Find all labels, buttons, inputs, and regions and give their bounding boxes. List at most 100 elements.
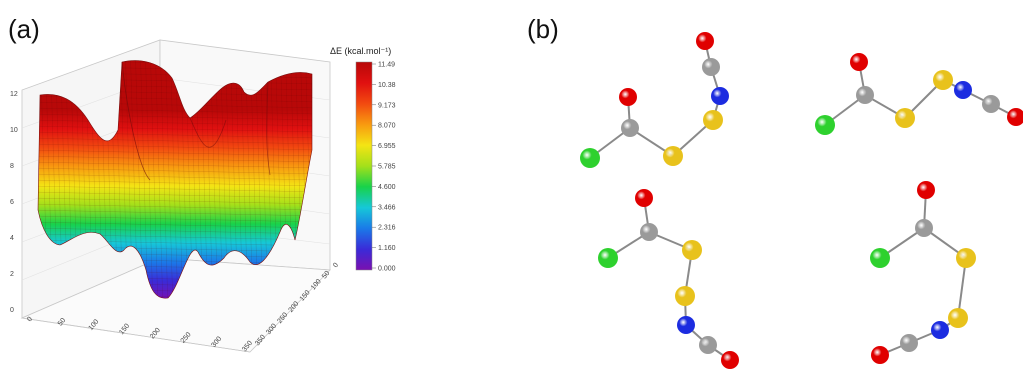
mesh-line [169,60,179,299]
atom-s [956,248,976,268]
atom-c [856,86,874,104]
z-axis-tick-label: 2 [10,271,14,278]
atom-o [1007,108,1023,126]
atom-c [640,223,658,241]
atom-c [699,336,717,354]
atom-o [619,88,637,106]
colorbar-title: ΔE (kcal.mol⁻¹) [330,46,391,56]
colorbar-tick-label: 11.49 [378,62,395,69]
atom-o [871,346,889,364]
atom-cl [815,115,835,135]
z-axis-tick-label: 10 [10,127,18,134]
atom-s [948,308,968,328]
energy-surface-shape [37,60,313,299]
colorbar-tick-label: 10.38 [378,82,396,89]
mesh-line [139,60,149,299]
atom-c [982,95,1000,113]
mesh-line [159,60,169,299]
mesh-line [38,227,312,235]
colorbar-tick-label: 3.466 [378,204,396,211]
mesh-line [38,209,312,217]
atom-s [895,108,915,128]
mesh-line [38,167,312,175]
atom-cl [870,248,890,268]
mesh-line [38,149,312,157]
x-axis-tick-label: 50 [57,317,67,328]
atom-s [682,240,702,260]
atom-cl [598,248,618,268]
atom-n [931,321,949,339]
atom-o [850,53,868,71]
mesh-line [38,161,312,169]
atom-o [635,189,653,207]
atom-s [663,146,683,166]
surface-ridge-line [189,117,227,148]
colorbar-tick-label: 6.955 [378,143,396,150]
conformer-2 [815,53,1023,135]
atom-c [915,219,933,237]
atom-n [711,87,729,105]
atom-s [933,70,953,90]
atom-s [703,110,723,130]
atom-c [702,58,720,76]
colorbar-tick-label: 1.160 [378,245,396,252]
mesh-line [38,203,312,211]
z-axis-tick-label: 0 [10,307,14,314]
atom-s [675,286,695,306]
mesh-line [38,113,312,121]
x-axis-tick-label: 0 [26,316,34,324]
mesh-line [38,119,312,127]
z-axis-tick-label: 6 [10,199,14,206]
surface-ridge-line [121,61,151,181]
z-axis-tick-label: 8 [10,163,14,170]
atom-n [677,316,695,334]
mesh-line [38,197,312,205]
mesh-line [38,125,312,133]
conformer-4 [870,181,976,364]
colorbar-tick-label: 9.173 [378,102,396,109]
mesh-line [38,233,312,241]
atom-cl [580,148,600,168]
mesh-line [38,185,312,193]
mesh-line [38,107,312,115]
mesh-line [38,191,312,199]
atom-c [900,334,918,352]
mesh-line [164,60,174,299]
mesh-line [38,221,312,229]
y-axis-tick-label: 0 [332,262,340,270]
colorbar-tick-label: 2.316 [378,225,396,232]
atom-o [696,32,714,50]
atom-o [917,181,935,199]
colorbar-tick-label: 0.000 [378,266,396,273]
surface-ridge-line [266,81,271,176]
mesh-line [144,60,154,299]
panel-a-label: (a) [8,14,40,44]
colorbar: ΔE (kcal.mol⁻¹) 11.49 10.38 9.173 8.070 6.95… [330,46,396,273]
bond [957,257,967,319]
mesh-line [38,131,312,139]
mesh-line [154,60,164,299]
z-axis-tick-label: 12 [10,91,18,98]
atom-c [621,119,639,137]
atom-n [954,81,972,99]
colorbar-tick-label: 4.600 [378,184,396,191]
mesh-line [38,143,312,151]
mesh-line [38,155,312,163]
mesh-line [38,179,312,187]
atom-o [721,351,739,369]
conformer-3 [598,189,739,369]
conformer-1 [580,32,729,168]
z-axis-ticks: 12 10 8 6 4 2 0 [10,91,18,314]
z-axis-tick-label: 4 [10,235,14,242]
panel-b-label: (b) [527,14,559,44]
colorbar-tick-label: 8.070 [378,123,396,130]
mesh-line [38,215,312,223]
mesh-line [149,60,159,299]
mesh-line [38,137,312,145]
mesh-line [38,173,312,181]
colorbar-tick-label: 5.785 [378,164,396,171]
colorbar-ticks: 11.49 10.38 9.173 8.070 6.955 5.785 4.600 3.466… [372,62,396,273]
y-axis-tick-label: 50 [321,270,331,281]
